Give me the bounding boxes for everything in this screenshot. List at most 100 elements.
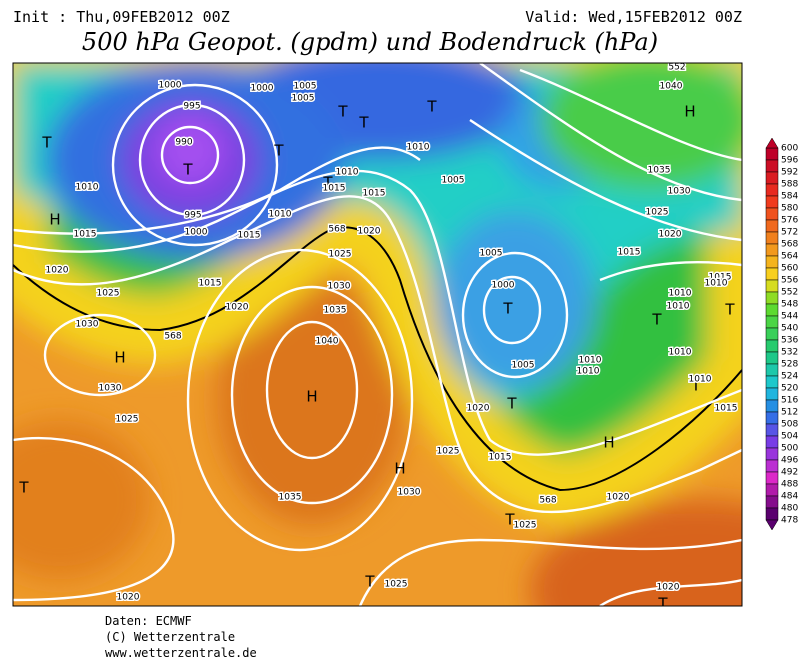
pressure-center: T: [504, 511, 515, 529]
colorbar-cell: [765, 291, 779, 305]
pressure-center: T: [651, 311, 662, 329]
pressure-center: T: [364, 573, 375, 591]
colorbar-tick-label: 588: [781, 180, 798, 190]
colorbar-tick-label: 556: [781, 276, 798, 286]
isobar-label: 1015: [74, 230, 97, 240]
footer-line: Daten: ECMWF: [105, 614, 192, 628]
colorbar-tick-label: 548: [781, 300, 798, 310]
colorbar-tick-label: 496: [781, 456, 798, 466]
colorbar-tick-label: 536: [781, 336, 798, 346]
isobar-label: 1005: [292, 94, 315, 104]
colorbar-cell: [765, 399, 779, 413]
isobar-label: 1020: [46, 266, 69, 276]
colorbar-cell: [765, 315, 779, 329]
pressure-center: T: [273, 142, 284, 160]
isobar-label: 1025: [514, 521, 537, 531]
isobar-label: 1025: [646, 208, 669, 218]
isobar-label: 1015: [199, 279, 222, 289]
colorbar-tick-label: 528: [781, 360, 798, 370]
isobar-label: 568: [539, 496, 556, 506]
isobar-label: 1015: [618, 248, 641, 258]
colorbar: 600 596 592 588 584 580 576 572 568 564 560 556 552 5…: [765, 137, 798, 531]
map-title: 500 hPa Geopot. (gpdm) und Bodendruck (h…: [82, 28, 658, 56]
isobar-label: 1005: [442, 176, 465, 186]
colorbar-cell: [765, 483, 779, 497]
colorbar-tick-label: 520: [781, 384, 798, 394]
colorbar-cell: [765, 147, 779, 161]
colorbar-tick-label: 580: [781, 204, 798, 214]
isobar-label: 1010: [407, 143, 430, 153]
pressure-center: H: [306, 388, 317, 406]
colorbar-tick-label: 492: [781, 468, 798, 478]
pressure-center: H: [114, 349, 125, 367]
colorbar-tick-label: 500: [781, 444, 798, 454]
footer-line: (C) Wetterzentrale: [105, 630, 235, 644]
isobar-label: 1025: [116, 415, 139, 425]
isobar-label: 1020: [226, 303, 249, 313]
colorbar-tick-label: 478: [781, 516, 798, 526]
colorbar-tick-label: 544: [781, 312, 798, 322]
isobar-label: 1015: [489, 453, 512, 463]
isobar-label: 1020: [657, 583, 680, 593]
isobar-label: 1005: [294, 82, 317, 92]
isobar-label: 1025: [437, 447, 460, 457]
isobar-label: 1010: [669, 289, 692, 299]
pressure-center: H: [49, 211, 60, 229]
isobar-label: 1035: [279, 493, 302, 503]
isobar-label: 1020: [607, 493, 630, 503]
isobar-label: 1035: [648, 166, 671, 176]
colorbar-tick-label: 532: [781, 348, 798, 358]
colorbar-tick-label: 592: [781, 168, 798, 178]
colorbar-tick-label: 516: [781, 396, 798, 406]
isobar-label: 1025: [97, 289, 120, 299]
colorbar-tick-label: 508: [781, 420, 798, 430]
isobar-label: 1030: [668, 187, 691, 197]
pressure-center: H: [394, 460, 405, 478]
pressure-center: T: [724, 301, 735, 319]
colorbar-cell: [765, 495, 779, 509]
colorbar-arrow: [765, 137, 779, 149]
colorbar-tick-label: 564: [781, 252, 798, 262]
isobar-label: 1040: [316, 337, 339, 347]
colorbar-cell: [765, 279, 779, 293]
colorbar-cell: [765, 207, 779, 221]
isobar-label: 1015: [238, 231, 261, 241]
pressure-center: T: [690, 377, 701, 395]
isobar-label: 552: [668, 63, 685, 73]
colorbar-arrow: [765, 519, 779, 531]
pressure-center: H: [603, 434, 614, 452]
isobar-label: 1010: [76, 183, 99, 193]
map-frame: [12, 62, 743, 607]
colorbar-tick-label: 488: [781, 480, 798, 490]
isobar-label: 1030: [328, 282, 351, 292]
isobar-label: 1015: [715, 404, 738, 414]
colorbar-cell: [765, 243, 779, 257]
pressure-center: T: [502, 300, 513, 318]
colorbar-cell: [765, 363, 779, 377]
isobar-label: 1035: [324, 306, 347, 316]
colorbar-cell: [765, 387, 779, 401]
colorbar-tick-label: 560: [781, 264, 798, 274]
isobar-label: 1010: [269, 210, 292, 220]
isobar-label: 568: [328, 225, 345, 235]
isobar-label: 1005: [512, 361, 535, 371]
pressure-center: T: [41, 134, 52, 152]
colorbar-cell: [765, 423, 779, 437]
colorbar-cell: [765, 183, 779, 197]
colorbar-cell: [765, 255, 779, 269]
isobar-label: 1025: [329, 250, 352, 260]
colorbar-tick-label: 576: [781, 216, 798, 226]
colorbar-cell: [765, 375, 779, 389]
isobar-label: 1025: [385, 580, 408, 590]
pressure-center: T: [657, 595, 668, 613]
pressure-center: T: [358, 114, 369, 132]
footer-line: www.wetterzentrale.de: [105, 646, 257, 660]
isobar-label: 1030: [99, 384, 122, 394]
colorbar-cell: [765, 219, 779, 233]
isobar-label: 1030: [76, 320, 99, 330]
isobar-label: 1010: [577, 367, 600, 377]
pressure-center: T: [182, 161, 193, 179]
colorbar-cell: [765, 339, 779, 353]
